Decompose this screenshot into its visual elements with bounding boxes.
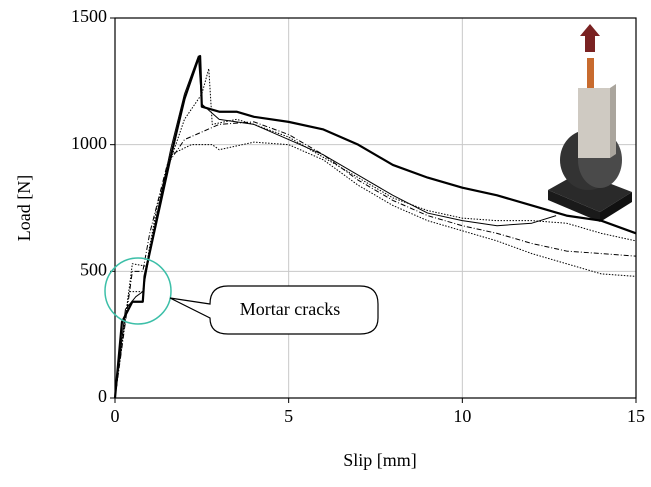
data-line: [113, 54, 637, 399]
x-tick-label: 5: [284, 406, 293, 426]
data-line: [114, 121, 637, 399]
plot-frame: [114, 17, 637, 399]
annotation: Mortar cracks: [240, 299, 340, 319]
data-line: [114, 141, 637, 399]
y-tick-label: 1500: [71, 6, 107, 26]
x-tick-label: 15: [627, 406, 645, 426]
data-line: [114, 68, 637, 399]
specimen-illustration: [548, 24, 632, 222]
y-tick-label: 0: [98, 386, 107, 406]
y-tick-label: 500: [80, 259, 107, 279]
data-line: [114, 55, 557, 399]
annotation-callout: Mortar cracks: [104, 257, 379, 335]
x-tick-label: 0: [111, 406, 120, 426]
x-tick-label: 10: [453, 406, 471, 426]
y-tick-label: 1000: [71, 133, 107, 153]
x-axis-label: Slip [mm]: [343, 450, 417, 470]
y-axis-label: Load [N]: [14, 175, 34, 241]
